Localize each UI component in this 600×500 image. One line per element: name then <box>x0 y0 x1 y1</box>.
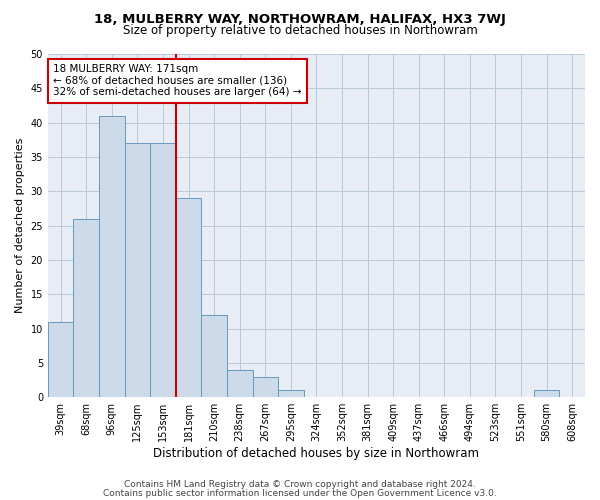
Bar <box>99 116 125 397</box>
Y-axis label: Number of detached properties: Number of detached properties <box>15 138 25 314</box>
Text: 18 MULBERRY WAY: 171sqm
← 68% of detached houses are smaller (136)
32% of semi-d: 18 MULBERRY WAY: 171sqm ← 68% of detache… <box>53 64 302 98</box>
Bar <box>125 143 150 397</box>
Text: Size of property relative to detached houses in Northowram: Size of property relative to detached ho… <box>122 24 478 37</box>
Bar <box>202 315 227 397</box>
Bar <box>253 376 278 397</box>
Text: Contains public sector information licensed under the Open Government Licence v3: Contains public sector information licen… <box>103 488 497 498</box>
Text: 18, MULBERRY WAY, NORTHOWRAM, HALIFAX, HX3 7WJ: 18, MULBERRY WAY, NORTHOWRAM, HALIFAX, H… <box>94 12 506 26</box>
Bar <box>278 390 304 397</box>
X-axis label: Distribution of detached houses by size in Northowram: Distribution of detached houses by size … <box>154 447 479 460</box>
Text: Contains HM Land Registry data © Crown copyright and database right 2024.: Contains HM Land Registry data © Crown c… <box>124 480 476 489</box>
Bar <box>227 370 253 397</box>
Bar <box>176 198 202 397</box>
Bar <box>48 322 73 397</box>
Bar <box>534 390 559 397</box>
Bar <box>150 143 176 397</box>
Bar <box>73 218 99 397</box>
